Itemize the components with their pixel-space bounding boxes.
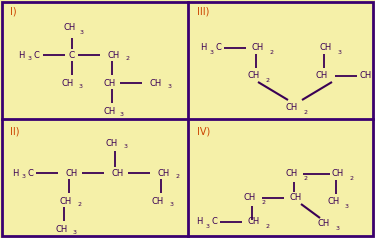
Text: 3: 3 (170, 203, 174, 208)
Text: 3: 3 (73, 230, 77, 235)
Text: 2: 2 (261, 199, 265, 204)
Text: I): I) (10, 7, 16, 17)
Text: C: C (216, 44, 222, 53)
Text: 2: 2 (78, 203, 82, 208)
Text: CH: CH (248, 218, 260, 227)
Text: 3: 3 (124, 144, 128, 149)
Text: 2: 2 (304, 109, 308, 114)
Text: CH: CH (103, 106, 115, 115)
Text: CH: CH (318, 219, 330, 228)
Text: H: H (200, 44, 206, 53)
Text: C: C (34, 50, 40, 60)
Text: CH: CH (316, 71, 328, 80)
Text: 2: 2 (265, 78, 269, 83)
Text: 3: 3 (206, 223, 210, 228)
Text: 2: 2 (266, 223, 270, 228)
Text: CH: CH (327, 198, 339, 207)
Text: III): III) (197, 7, 209, 17)
Text: CH: CH (63, 24, 75, 33)
Text: 3: 3 (168, 84, 172, 89)
Text: CH: CH (62, 79, 74, 88)
Text: CH: CH (106, 139, 118, 148)
Text: H: H (196, 218, 202, 227)
Text: H: H (12, 169, 18, 178)
Text: CH: CH (320, 44, 332, 53)
Text: 2: 2 (350, 175, 354, 180)
Text: 3: 3 (345, 203, 349, 208)
Text: 2: 2 (303, 175, 307, 180)
Text: CH: CH (252, 44, 264, 53)
Text: CH: CH (55, 224, 67, 233)
Text: 3: 3 (336, 225, 340, 230)
Text: 2: 2 (126, 56, 130, 61)
Text: CH: CH (111, 169, 123, 178)
Text: CH: CH (150, 79, 162, 88)
Text: CH: CH (286, 104, 298, 113)
Text: 3: 3 (120, 113, 124, 118)
Text: CH: CH (103, 79, 115, 88)
Text: CH: CH (152, 197, 164, 205)
Text: IV): IV) (197, 126, 210, 136)
Text: 3: 3 (80, 30, 84, 35)
Text: CH: CH (285, 169, 297, 178)
Text: CH: CH (60, 197, 72, 205)
Text: CH: CH (360, 71, 372, 80)
Text: C: C (69, 50, 75, 60)
Text: CH: CH (157, 169, 169, 178)
Text: 3: 3 (22, 174, 26, 179)
Text: 3: 3 (79, 84, 83, 89)
Text: 3: 3 (210, 50, 214, 55)
Text: 3: 3 (28, 56, 32, 61)
Text: II): II) (10, 126, 20, 136)
Text: H: H (18, 50, 24, 60)
Text: 2: 2 (270, 50, 274, 55)
Text: CH: CH (65, 169, 77, 178)
Text: C: C (212, 218, 218, 227)
Text: 2: 2 (175, 174, 179, 179)
Text: CH: CH (108, 50, 120, 60)
Text: CH: CH (290, 193, 302, 203)
Text: CH: CH (247, 71, 259, 80)
Text: CH: CH (243, 193, 255, 203)
Text: CH: CH (332, 169, 344, 178)
Text: 3: 3 (338, 50, 342, 55)
Text: C: C (28, 169, 34, 178)
